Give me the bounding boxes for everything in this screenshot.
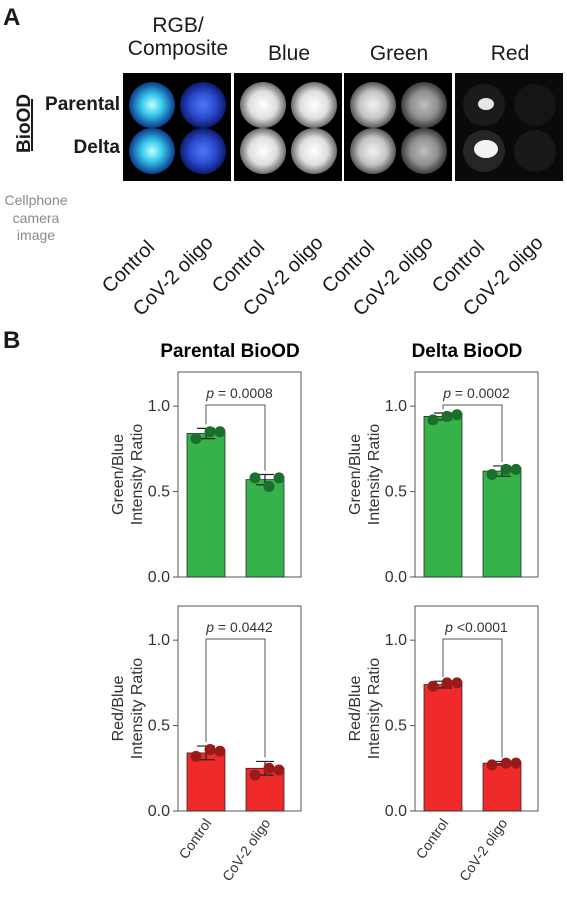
data-point xyxy=(451,677,463,689)
channel-title-blue: Blue xyxy=(267,42,311,65)
chart-frame-1 xyxy=(414,371,539,578)
data-point xyxy=(486,469,498,480)
data-point xyxy=(214,426,226,438)
data-point xyxy=(510,757,522,769)
chart-title-delta: Delta BioOD xyxy=(412,341,523,362)
y-axis-label: Green/Blue Intensity Ratio xyxy=(110,424,146,525)
x-category-label: CoV-2 oligo xyxy=(456,815,511,884)
p-value-label: p <0.0001 xyxy=(444,619,508,635)
data-point xyxy=(204,744,216,755)
p-value-label: p = 0.0002 xyxy=(442,385,510,401)
y-axis-label-line: Red/Blue xyxy=(110,675,127,741)
data-point xyxy=(214,745,226,757)
chart-frame-2 xyxy=(177,605,302,812)
y-tick-label: 0.5 xyxy=(148,484,170,501)
x-category-label: CoV-2 oligo xyxy=(219,815,274,884)
bar xyxy=(482,762,522,812)
y-tick-label: 1.0 xyxy=(385,632,407,649)
y-tick-label: 0.5 xyxy=(148,718,170,735)
channel-title-green: Green xyxy=(369,42,429,65)
data-point xyxy=(263,762,275,774)
bar xyxy=(482,470,522,578)
data-point xyxy=(451,409,463,421)
cellphone-caption: Cellphone camera image xyxy=(4,192,68,243)
red-channel-wells-image xyxy=(455,73,563,181)
y-tick-label: 0.0 xyxy=(385,569,407,586)
y-tick-label: 1.0 xyxy=(148,398,170,415)
significance-bracket xyxy=(442,404,503,462)
green-channel-wells-image xyxy=(350,82,447,174)
x-category-label: Control xyxy=(175,816,214,862)
panel-letter-a: A xyxy=(3,4,21,31)
x-category-label: Control xyxy=(412,816,451,862)
image-tile-green xyxy=(344,73,452,181)
p-value-label: p = 0.0442 xyxy=(205,619,273,635)
data-point xyxy=(249,769,261,781)
row-label-parental: Parental xyxy=(45,94,120,115)
y-tick-label: 0.0 xyxy=(148,569,170,586)
group-bracket-line xyxy=(31,99,33,151)
channel-title-composite: RGB/ Composite xyxy=(127,14,229,61)
significance-bracket xyxy=(205,404,266,471)
data-point xyxy=(486,759,498,771)
y-tick-label: 1.0 xyxy=(148,632,170,649)
data-point xyxy=(500,463,512,475)
data-point xyxy=(190,433,202,445)
y-axis-label-line: Green/Blue xyxy=(347,434,364,515)
bar xyxy=(186,752,226,812)
bar xyxy=(423,684,463,812)
bar xyxy=(245,479,285,578)
row-label-delta: Delta xyxy=(73,137,120,158)
data-point xyxy=(273,472,285,484)
y-axis-label-line: Red/Blue xyxy=(347,675,364,741)
data-point xyxy=(190,750,202,762)
chart-frame-3 xyxy=(414,605,539,812)
composite-wells-image xyxy=(129,82,226,174)
blue-channel-wells-image xyxy=(240,82,337,174)
channel-title-red: Red xyxy=(490,42,530,65)
data-point xyxy=(441,410,453,422)
data-point xyxy=(500,757,512,769)
y-axis-label-line: Intensity Ratio xyxy=(366,424,383,525)
y-tick-label: 0.0 xyxy=(148,803,170,820)
image-tile-composite xyxy=(123,73,231,181)
bar xyxy=(186,433,226,578)
significance-bracket xyxy=(442,638,503,758)
data-point xyxy=(427,680,439,692)
y-axis-label-line: Intensity Ratio xyxy=(129,424,146,525)
y-axis-label-line: Green/Blue xyxy=(110,434,127,515)
y-axis-label: Red/Blue Intensity Ratio xyxy=(110,658,146,759)
chart-frame-0 xyxy=(177,371,302,578)
data-point xyxy=(273,764,285,776)
y-tick-label: 1.0 xyxy=(385,398,407,415)
data-point xyxy=(204,426,216,438)
chart-title-parental: Parental BioOD xyxy=(160,341,299,362)
significance-bracket xyxy=(205,638,266,758)
bar xyxy=(423,416,463,578)
data-point xyxy=(427,414,439,426)
y-axis-label: Red/Blue Intensity Ratio xyxy=(347,658,383,759)
data-point xyxy=(441,677,453,689)
y-axis-label-line: Intensity Ratio xyxy=(366,658,383,759)
image-tile-red xyxy=(455,73,563,181)
data-point xyxy=(263,480,275,492)
y-axis-label-line: Intensity Ratio xyxy=(129,658,146,759)
y-tick-label: 0.0 xyxy=(385,803,407,820)
data-point xyxy=(249,472,261,484)
y-tick-label: 0.5 xyxy=(385,484,407,501)
y-axis-label: Green/Blue Intensity Ratio xyxy=(347,424,383,525)
data-point xyxy=(510,463,522,475)
image-tile-blue xyxy=(234,73,342,181)
y-tick-label: 0.5 xyxy=(385,718,407,735)
p-value-label: p = 0.0008 xyxy=(205,385,273,401)
panel-letter-b: B xyxy=(3,327,21,354)
